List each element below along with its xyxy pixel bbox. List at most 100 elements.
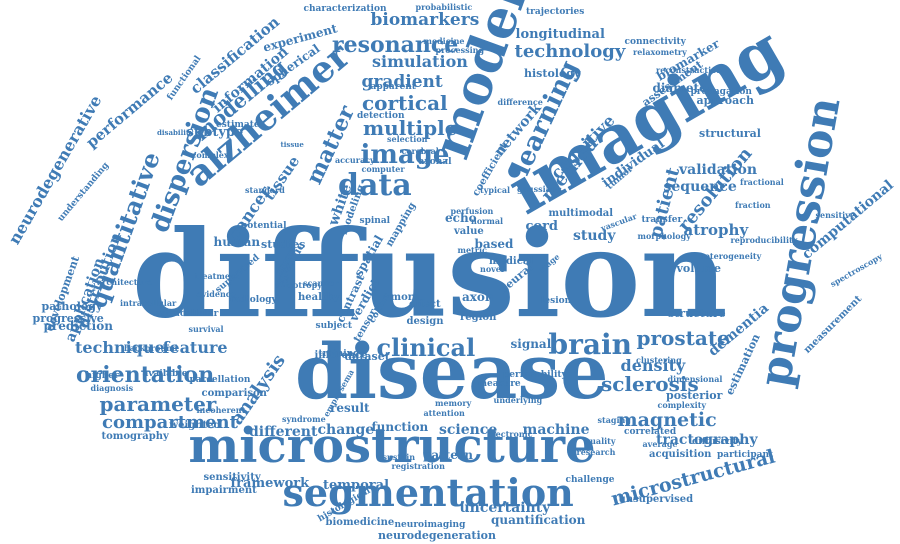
cloud-word-accuracy: accuracy xyxy=(335,155,375,165)
cloud-word-unsupervised: unsupervised xyxy=(618,494,694,505)
cloud-word-healthy: healthy xyxy=(298,292,340,303)
cloud-word-science: science xyxy=(439,422,498,438)
cloud-word-studies: studies xyxy=(261,237,306,251)
cloud-word-neurodegenerative: neurodegenerative xyxy=(4,91,105,248)
cloud-word-axonal: axonal xyxy=(418,156,452,167)
cloud-word-sensitive: sensitive xyxy=(815,210,855,220)
cloud-word-inference: inference xyxy=(314,350,368,361)
cloud-word-subject: subject xyxy=(315,320,353,331)
cloud-word-effect: effect xyxy=(409,299,441,310)
cloud-word-region: region xyxy=(460,312,497,323)
cloud-word-data: data xyxy=(338,168,412,203)
cloud-word-signal: signal xyxy=(510,337,552,351)
cloud-word-image: image xyxy=(360,140,450,170)
cloud-word-density: density xyxy=(620,356,686,375)
cloud-word-biomarkers: biomarkers xyxy=(370,9,480,30)
cloud-word-underlying: underlying xyxy=(493,395,543,405)
cloud-word-neurodegeneration: neurodegeneration xyxy=(378,528,497,542)
cloud-word-sustain: sustain xyxy=(382,452,416,462)
cloud-word-compartment: compartment xyxy=(102,412,238,433)
cloud-word-approach: approach xyxy=(696,93,754,107)
cloud-word-dataset: dataset xyxy=(344,349,390,363)
cloud-word-spinal: spinal xyxy=(359,215,391,226)
cloud-word-extracellular: extracellular xyxy=(154,308,219,319)
cloud-word-medicine: medicine xyxy=(423,36,465,46)
cloud-word-posterior: posterior xyxy=(666,388,723,402)
cloud-word-lesion: lesion xyxy=(541,295,572,306)
cloud-word-disability: disability xyxy=(157,127,194,137)
cloud-word-comparison: comparison xyxy=(201,388,267,399)
cloud-word-tissue: tissue xyxy=(280,139,304,149)
cloud-word-correlated: correlated xyxy=(624,426,677,437)
cloud-word-sensitivity: sensitivity xyxy=(203,472,261,483)
cloud-word-morphology: morphology xyxy=(637,231,691,241)
cloud-word-incoherent: incoherent xyxy=(196,405,246,415)
cloud-word-characterization: characterization xyxy=(303,3,387,14)
cloud-word-more: more xyxy=(390,292,420,303)
cloud-word-heterogeneity: heterogeneity xyxy=(699,251,762,261)
cloud-word-axon: axon xyxy=(462,290,494,304)
cloud-word-cord: cord xyxy=(525,218,559,234)
cloud-word-anisotropy: anisotropy xyxy=(274,280,322,290)
cloud-word-dimensional: dimensional xyxy=(667,374,723,384)
cloud-word-training: training xyxy=(318,348,360,359)
cloud-word-brain: brain xyxy=(548,328,632,361)
cloud-word-prediction: prediction xyxy=(43,319,113,333)
cloud-word-staging: staging xyxy=(597,415,631,425)
cloud-word-quantification: quantification xyxy=(491,513,586,527)
cloud-word-technology: technology xyxy=(514,41,626,62)
cloud-word-resonance: resonance xyxy=(332,32,459,58)
cloud-word-echo: echo xyxy=(445,211,477,225)
cloud-word-fraction: fraction xyxy=(735,200,771,210)
cloud-word-orientation: orientation xyxy=(76,362,215,388)
cloud-word-permeability: permeability xyxy=(503,369,567,380)
cloud-word-diagnosis: diagnosis xyxy=(90,383,134,393)
cloud-word-pathology: pathology xyxy=(41,299,103,313)
cloud-word-medical: medical xyxy=(489,256,534,267)
cloud-word-available: available xyxy=(142,368,188,379)
cloud-word-evidence: evidence xyxy=(196,289,236,299)
cloud-word-technique: technique xyxy=(75,338,165,357)
cloud-word-typical: typical xyxy=(480,185,511,195)
cloud-word-tractography: tractography xyxy=(656,432,758,448)
cloud-word-longitudinal: longitudinal xyxy=(515,26,605,42)
cloud-word-prostate: prostate xyxy=(636,326,730,350)
cloud-word-fractional: fractional xyxy=(740,177,784,187)
cloud-word-clinical: clinical xyxy=(376,333,476,362)
cloud-word-research: research xyxy=(576,447,616,457)
cloud-word-cortical: cortical xyxy=(362,91,448,115)
cloud-word-diffusivity: diffusivity xyxy=(692,436,743,447)
cloud-word-biomedicine: biomedicine xyxy=(325,517,395,528)
cloud-word-electronic: electronic xyxy=(487,429,533,439)
cloud-word-sclerosis: sclerosis xyxy=(601,372,699,396)
cloud-word-progressive: progressive xyxy=(32,311,104,325)
cloud-word-multiple: multiple xyxy=(363,116,458,140)
cloud-word-detection: detection xyxy=(357,110,405,121)
cloud-word-reproducibility: reproducibility xyxy=(730,235,798,245)
cloud-word-transfer: transfer xyxy=(641,214,683,225)
cloud-word-tomography: tomography xyxy=(101,431,169,442)
cloud-word-treatment: treatment xyxy=(194,271,240,281)
cloud-word-framework: framework xyxy=(230,475,310,491)
cloud-word-structure: structure xyxy=(668,306,726,320)
cloud-word-average: average xyxy=(642,439,678,449)
cloud-word-gaussian: gaussian xyxy=(517,184,557,194)
cloud-word-magnetic: magnetic xyxy=(617,408,717,431)
cloud-word-connectivity: connectivity xyxy=(624,36,686,47)
cloud-word-standard: standard xyxy=(245,185,285,195)
cloud-word-radiology: radiology xyxy=(229,294,277,305)
cloud-word-uncertainty: uncertainty xyxy=(459,500,551,516)
cloud-word-validation: validation xyxy=(679,162,758,178)
cloud-word-normal: normal xyxy=(471,216,504,226)
cloud-word-processing: processing xyxy=(435,45,485,55)
cloud-word-temporal: temporal xyxy=(323,477,390,493)
cloud-word-metric: metric xyxy=(457,245,487,255)
cloud-word-syndrome: syndrome xyxy=(282,414,326,424)
cloud-word-microstructure: microstructure xyxy=(188,418,596,474)
cloud-word-novel: novel xyxy=(480,264,504,274)
cloud-word-structural: structural xyxy=(699,126,761,140)
cloud-word-apparent: apparent xyxy=(370,81,416,92)
cloud-word-attention: attention xyxy=(423,408,465,418)
cloud-word-sequence: sequence xyxy=(663,179,737,195)
